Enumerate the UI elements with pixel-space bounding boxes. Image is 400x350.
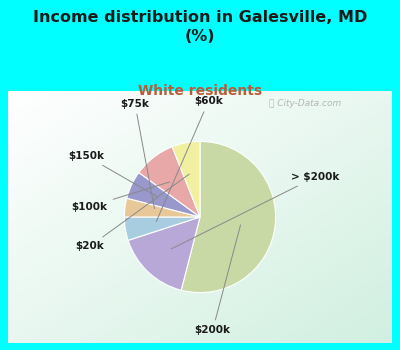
Text: $60k: $60k	[156, 97, 223, 222]
Text: Income distribution in Galesville, MD
(%): Income distribution in Galesville, MD (%…	[33, 10, 367, 44]
Wedge shape	[139, 147, 200, 217]
Text: $100k: $100k	[72, 182, 170, 211]
Wedge shape	[124, 198, 200, 217]
Wedge shape	[128, 217, 200, 290]
Text: $75k: $75k	[120, 99, 154, 209]
Text: White residents: White residents	[138, 84, 262, 98]
Text: > $200k: > $200k	[172, 172, 340, 249]
Text: $200k: $200k	[194, 225, 240, 335]
Text: $150k: $150k	[69, 151, 156, 196]
Wedge shape	[181, 141, 276, 293]
Wedge shape	[127, 173, 200, 217]
Text: ⓘ City-Data.com: ⓘ City-Data.com	[269, 99, 341, 107]
Text: $20k: $20k	[75, 174, 189, 251]
Wedge shape	[172, 141, 200, 217]
Wedge shape	[124, 217, 200, 240]
